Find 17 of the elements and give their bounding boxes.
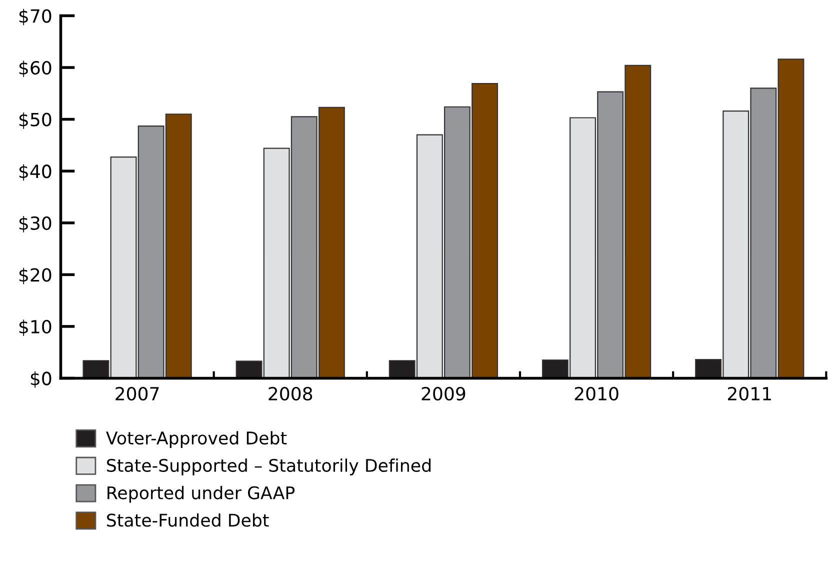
y-tick-label: $70: [19, 8, 52, 26]
x-tick-label: 2008: [268, 386, 312, 401]
y-tick-label: $0: [30, 371, 52, 388]
legend-label: Voter-Approved Debt: [106, 431, 287, 448]
y-tick-label: $10: [19, 320, 52, 336]
y-tick-label: $50: [19, 112, 52, 129]
y-tick-label: $30: [19, 216, 52, 232]
x-tick-label: 2007: [116, 386, 159, 401]
y-tick-label: $20: [19, 268, 52, 284]
legend-label: State-Supported – Statutorily Defined: [107, 458, 431, 476]
legend-label: Reported under GAAP: [108, 486, 295, 503]
legend-label: State-Funded Debt: [107, 513, 269, 527]
y-tick-label: $40: [19, 164, 52, 181]
y-tick-label: $60: [19, 60, 52, 78]
x-tick-label: 2011: [728, 386, 771, 401]
x-tick-label: 2009: [422, 386, 466, 401]
x-tick-label: 2010: [574, 386, 618, 401]
